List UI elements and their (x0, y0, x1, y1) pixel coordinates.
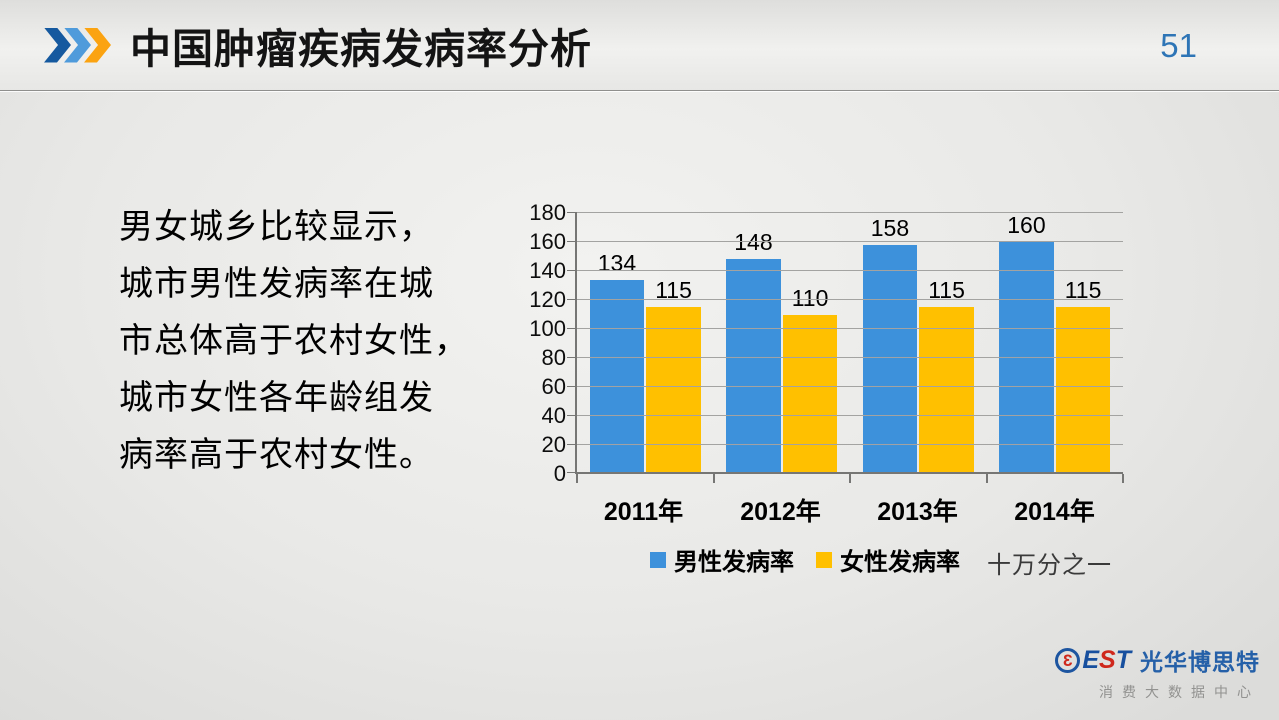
bar-女性发病率 (646, 307, 701, 474)
gridline (567, 212, 1123, 213)
unit-note: 十万分之一 (987, 552, 1112, 579)
logo-letter-E: E (1082, 645, 1100, 674)
x-axis: 2011年 2012年 2013年 2014年 (575, 492, 1123, 528)
y-tick-label: 20 (541, 432, 566, 457)
slide-title: 中国肿瘤疾病发病率分析 (130, 26, 592, 72)
best-logo-icon: 3 (1055, 647, 1081, 673)
y-tick-label: 80 (541, 345, 566, 370)
bar-column: 160 (999, 213, 1054, 474)
bar-column: 148 (726, 213, 781, 474)
bar-value-label: 160 (1007, 212, 1046, 238)
bar-column: 115 (646, 213, 701, 474)
gridline (567, 444, 1123, 445)
gridline (567, 241, 1123, 242)
gridline (567, 472, 1123, 474)
bar-chart: 0 20 40 60 80 100 120 140 160 180 134 115 148 110 158… (520, 202, 1152, 586)
bar-女性发病率 (919, 307, 974, 474)
bar-value-label: 148 (734, 229, 773, 256)
x-axis-tick (712, 474, 715, 483)
y-tick-label: 160 (529, 229, 566, 254)
bar-column: 158 (862, 213, 918, 474)
chevron-arrow-icon (44, 27, 71, 63)
plot-area: 134 115 148 110 158 115 160 115 (567, 212, 1124, 483)
bar-group-2013年: 158 115 (850, 213, 987, 474)
body-text-line: 市总体高于农村女性， (119, 322, 469, 360)
x-axis-tick (1122, 474, 1124, 483)
bar-group-2011年: 134 115 (577, 213, 714, 474)
bar-column: 115 (1055, 213, 1111, 474)
bar-value-label: 158 (870, 214, 910, 241)
gridline (567, 299, 1123, 300)
bar-column: 110 (782, 213, 838, 474)
logo-company-name: 光华博思特 (1140, 649, 1260, 675)
y-tick-label: 60 (541, 374, 566, 399)
bar-男性发病率 (589, 279, 645, 474)
bar-value-label: 115 (1064, 277, 1102, 304)
body-text-line: 男女城乡比较显示， (119, 208, 434, 246)
body-text-line: 城市男性发病率在城 (119, 265, 434, 303)
legend-label: 男性发病率 (674, 549, 794, 576)
x-tick-label: 2012年 (740, 498, 821, 526)
page-number: 51 (1160, 26, 1197, 64)
legend-item: 男性发病率 (650, 542, 794, 577)
x-axis-tick (985, 474, 988, 483)
y-tick-label: 100 (529, 316, 566, 341)
legend-label: 女性发病率 (840, 549, 960, 576)
bar-女性发病率 (782, 314, 838, 474)
chevrons-icon (44, 27, 111, 63)
slide-header: 中国肿瘤疾病发病率分析 51 (0, 0, 1279, 91)
body-text-line: 病率高于农村女性。 (119, 436, 434, 474)
y-tick-label: 140 (529, 258, 566, 283)
y-tick-label: 180 (529, 200, 566, 225)
y-tick-label: 0 (553, 461, 566, 486)
logo-letter-T: T (1115, 645, 1131, 674)
bar-女性发病率 (1055, 307, 1111, 474)
gridline (567, 415, 1123, 416)
bar-groups: 134 115 148 110 158 115 160 115 (577, 213, 1123, 474)
bar-value-label: 115 (655, 277, 692, 304)
bar-男性发病率 (726, 259, 781, 474)
bar-group-2012年: 148 110 (714, 213, 851, 474)
x-axis-tick (849, 474, 851, 483)
x-tick-label: 2011年 (603, 498, 684, 526)
body-text-line: 城市女性各年龄组发 (119, 379, 434, 417)
x-axis-tick (576, 474, 578, 483)
bar-value-label: 134 (597, 249, 637, 276)
x-tick-label: 2013年 (877, 498, 958, 526)
legend-item: 女性发病率 (816, 542, 960, 577)
y-axis: 0 20 40 60 80 100 120 140 160 180 (520, 202, 566, 485)
gridline (567, 270, 1123, 271)
bar-value-label: 115 (928, 277, 965, 304)
bar-男性发病率 (999, 242, 1054, 474)
legend-swatch-icon (650, 551, 666, 568)
chart-legend: 男性发病率 女性发病率 (575, 542, 1035, 577)
bar-value-label: 110 (791, 284, 829, 311)
logo-tagline: 消费大数据中心 (1099, 684, 1260, 700)
x-tick-label: 2014年 (1014, 498, 1095, 526)
body-text: 男女城乡比较显示， 城市男性发病率在城 市总体高于农村女性， 城市女性各年龄组发… (119, 199, 499, 484)
bar-column: 115 (919, 213, 974, 474)
y-tick-label: 40 (541, 403, 566, 428)
gridline (567, 386, 1123, 387)
bar-男性发病率 (862, 244, 918, 474)
y-tick-label: 120 (529, 287, 566, 312)
legend-swatch-icon (816, 551, 832, 568)
logo-mark-char: 3 (1063, 650, 1073, 670)
gridline (567, 357, 1123, 358)
bar-column: 134 (589, 213, 645, 474)
logo-letter-S: S (1099, 645, 1116, 674)
bar-group-2014年: 160 115 (987, 213, 1124, 474)
gridline (567, 328, 1123, 329)
